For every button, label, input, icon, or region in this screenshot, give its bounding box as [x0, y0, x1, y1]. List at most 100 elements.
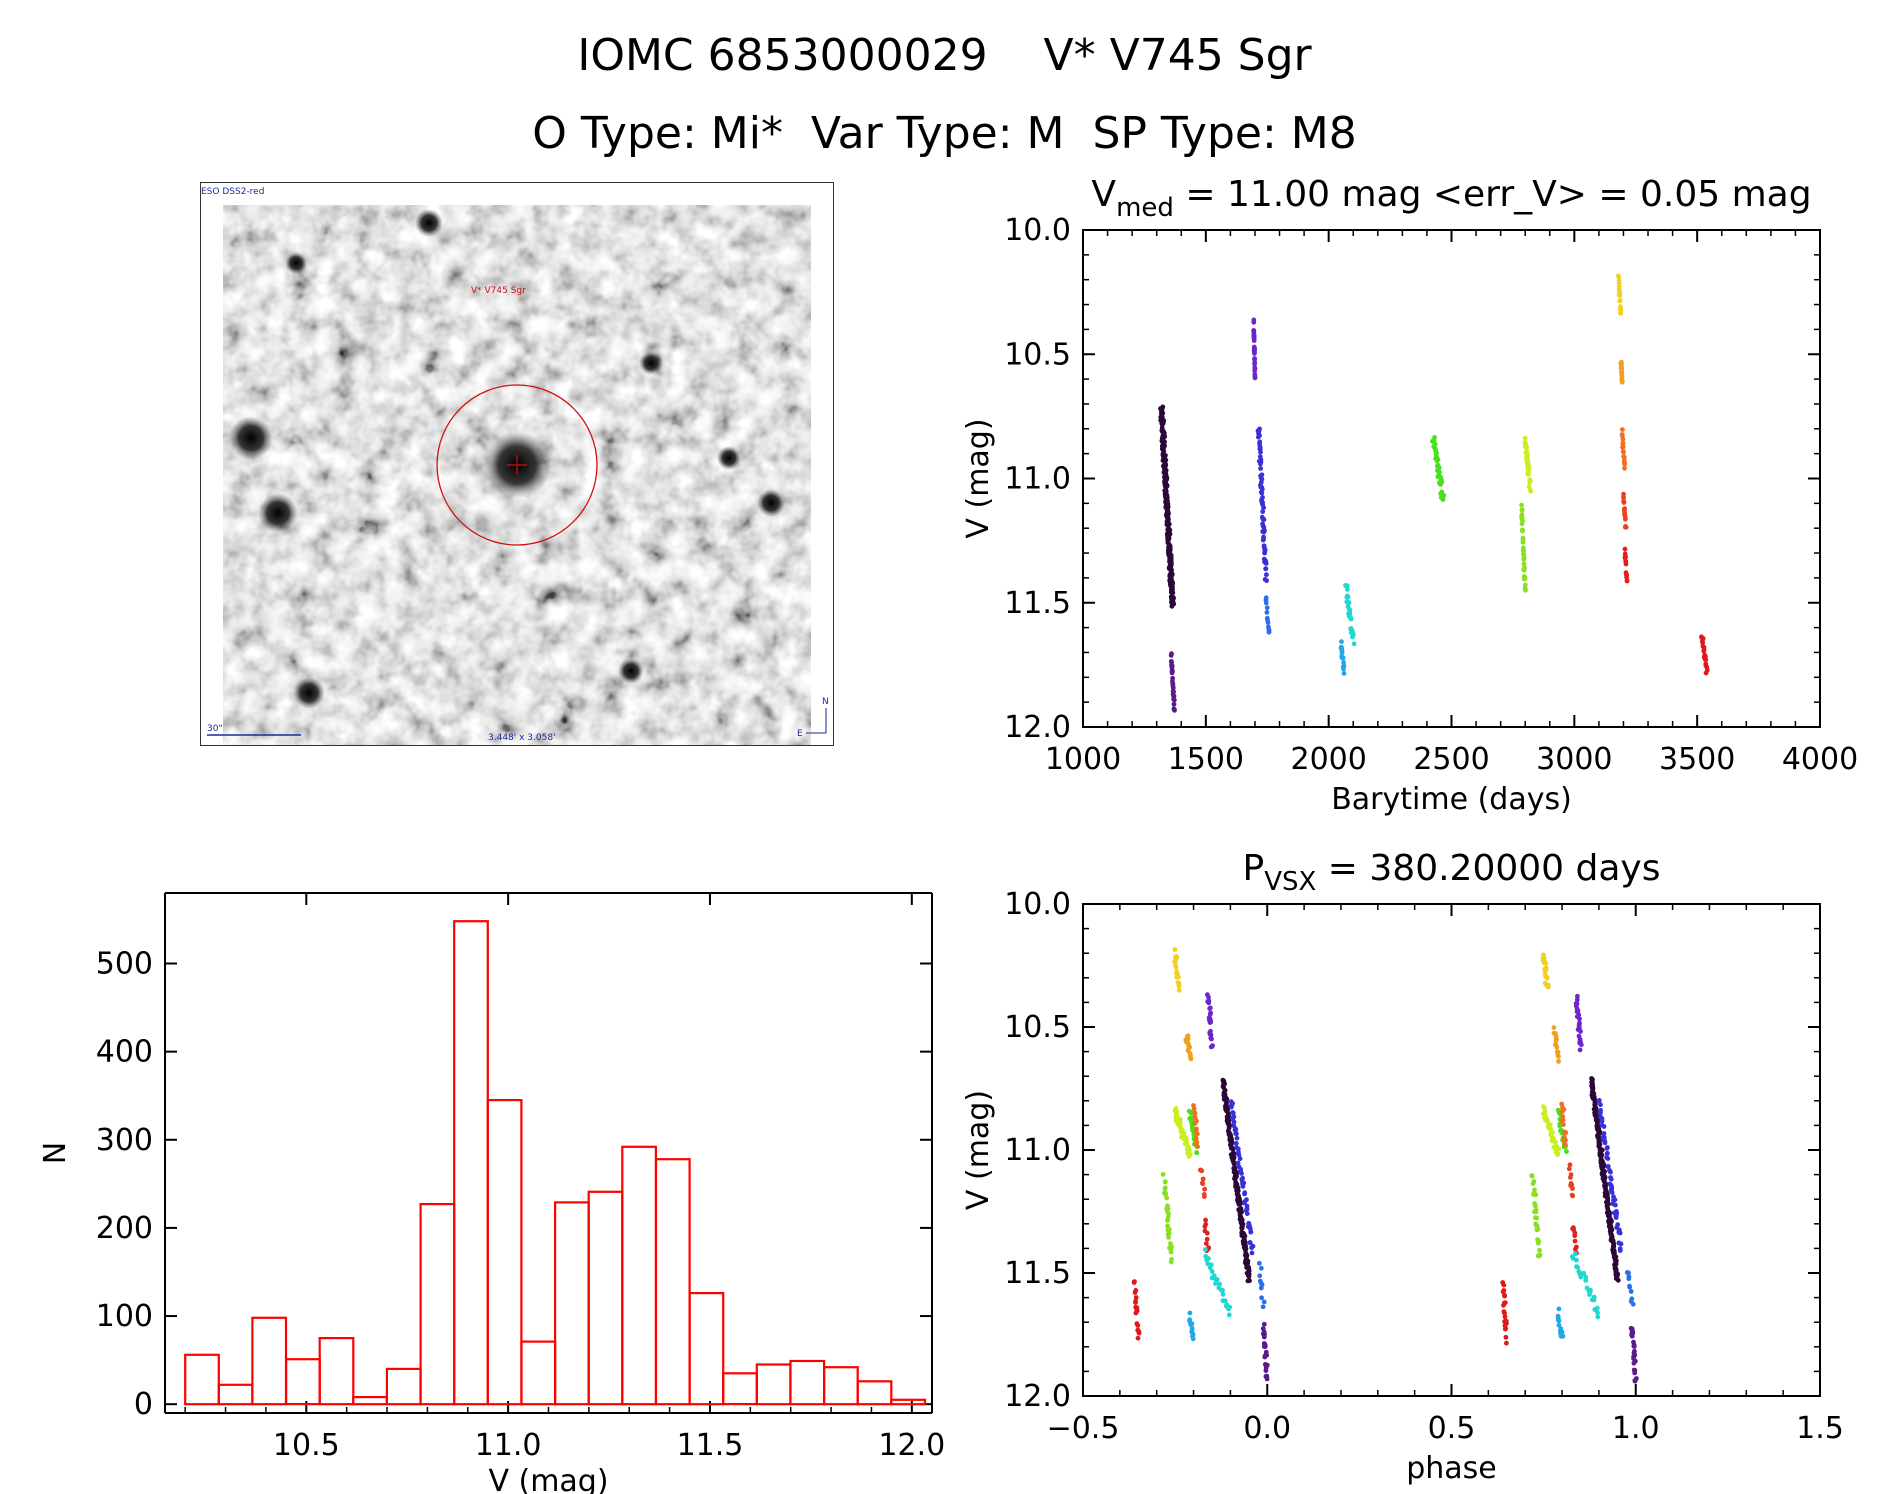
lightcurve-point	[1258, 480, 1264, 485]
lightcurve-point	[1622, 465, 1627, 471]
phased-point	[1200, 1176, 1206, 1182]
lightcurve-point	[1171, 689, 1176, 695]
phased-point	[1502, 1300, 1508, 1306]
phased-series-p16	[1256, 1260, 1267, 1310]
phased-xtick-label: 0.0	[1243, 1411, 1291, 1446]
histogram-bar	[553, 1201, 590, 1406]
phased-point	[1168, 1259, 1174, 1265]
lightcurve-point	[1256, 434, 1261, 440]
target-circle	[436, 384, 598, 546]
phased-point	[1593, 1105, 1599, 1111]
phased-point	[1567, 1162, 1573, 1168]
phased-point	[1556, 1306, 1562, 1312]
lightcurve-point	[1263, 600, 1269, 606]
phased-point	[1598, 1157, 1604, 1163]
phased-point	[1188, 1052, 1193, 1057]
phased-point	[1577, 1016, 1582, 1022]
lightcurve-point	[1264, 572, 1269, 578]
lightcurve-point	[1260, 509, 1266, 514]
phased-point	[1575, 993, 1580, 999]
phased-point	[1194, 1126, 1199, 1132]
phased-point	[1568, 1181, 1574, 1186]
phased-point	[1542, 960, 1547, 966]
phased-point	[1575, 1264, 1580, 1270]
phased-point	[1612, 1197, 1618, 1203]
phased-point	[1597, 1130, 1603, 1136]
lightcurve-point	[1704, 667, 1710, 673]
phased-point	[1237, 1156, 1243, 1162]
phased-point	[1560, 1114, 1566, 1119]
phased-series-p14-cycle2	[1596, 1098, 1624, 1253]
lightcurve-point	[1162, 462, 1168, 468]
lightcurve-point	[1258, 484, 1264, 490]
lightcurve-series-season6b	[1618, 359, 1625, 385]
phased-point	[1164, 1195, 1170, 1201]
lightcurve-point	[1169, 567, 1174, 573]
phased-point	[1168, 1249, 1174, 1255]
histogram-ylabel: N	[38, 1142, 73, 1164]
phased-point	[1135, 1335, 1141, 1341]
phased-point	[1193, 1135, 1199, 1141]
phased-point	[1607, 1212, 1612, 1218]
lightcurve-point	[1434, 450, 1439, 456]
phased-point	[1564, 1149, 1569, 1154]
phased-point	[1561, 1122, 1566, 1127]
lightcurve-series-season3	[1338, 639, 1347, 676]
phased-point	[1262, 1341, 1268, 1347]
phased-point	[1208, 1044, 1214, 1050]
phased-series-p7-cycle2	[1555, 1306, 1566, 1339]
phased-point	[1556, 1318, 1562, 1324]
phased-point	[1500, 1280, 1506, 1285]
lightcurve-point	[1519, 521, 1525, 527]
lightcurve-point	[1619, 365, 1624, 370]
phased-point	[1133, 1300, 1138, 1305]
lightcurve-xtick-label: 1500	[1168, 742, 1244, 777]
phased-ytick-label: 11.0	[1004, 1133, 1071, 1168]
lightcurve-point	[1522, 576, 1527, 582]
lightcurve-point	[1264, 578, 1269, 583]
lightcurve-point	[1265, 620, 1271, 625]
lightcurve-series-season6	[1615, 273, 1624, 316]
phased-point	[1173, 964, 1179, 970]
lightcurve-point	[1264, 605, 1270, 611]
lightcurve-point	[1528, 488, 1534, 494]
lightcurve-point	[1438, 481, 1444, 487]
lightcurve-point	[1439, 489, 1445, 495]
lightcurve-xtick-label: 1000	[1045, 742, 1121, 777]
phased-point	[1502, 1314, 1508, 1320]
phased-point	[1227, 1304, 1233, 1310]
lightcurve-point	[1251, 338, 1257, 343]
lightcurve-point	[1623, 516, 1628, 522]
lightcurve-series-season3b	[1343, 583, 1357, 647]
phased-point	[1598, 1102, 1603, 1108]
lightcurve-point	[1616, 283, 1622, 289]
phased-point	[1246, 1271, 1252, 1277]
histogram-bar	[890, 1398, 926, 1406]
lightcurve-point	[1623, 554, 1628, 560]
phased-point	[1160, 1172, 1166, 1177]
lightcurve-point	[1159, 414, 1165, 419]
lightcurve-point	[1263, 566, 1268, 572]
phased-point	[1570, 1193, 1576, 1199]
phased-point	[1230, 1101, 1235, 1106]
phased-point	[1578, 1042, 1584, 1048]
lightcurve-point	[1168, 653, 1174, 658]
phased-point	[1556, 1054, 1561, 1059]
phased-series-p14	[1228, 1099, 1256, 1256]
lightcurve-point	[1252, 356, 1257, 361]
lightcurve-point	[1703, 657, 1709, 663]
phased-series-p4	[1172, 1106, 1193, 1159]
lightcurve-point	[1162, 434, 1168, 439]
phased-point	[1626, 1276, 1632, 1282]
phased-point	[1631, 1354, 1636, 1359]
lightcurve-point	[1266, 629, 1272, 635]
histogram-xtick-label: 10.5	[273, 1428, 340, 1463]
phased-point	[1606, 1201, 1611, 1207]
phased-point	[1134, 1321, 1140, 1327]
lightcurve-point	[1340, 655, 1346, 661]
lightcurve-point	[1441, 493, 1447, 498]
phased-point	[1231, 1151, 1237, 1156]
lightcurve-point	[1160, 420, 1166, 426]
phased-point	[1572, 1238, 1578, 1244]
phased-point	[1563, 1142, 1568, 1148]
